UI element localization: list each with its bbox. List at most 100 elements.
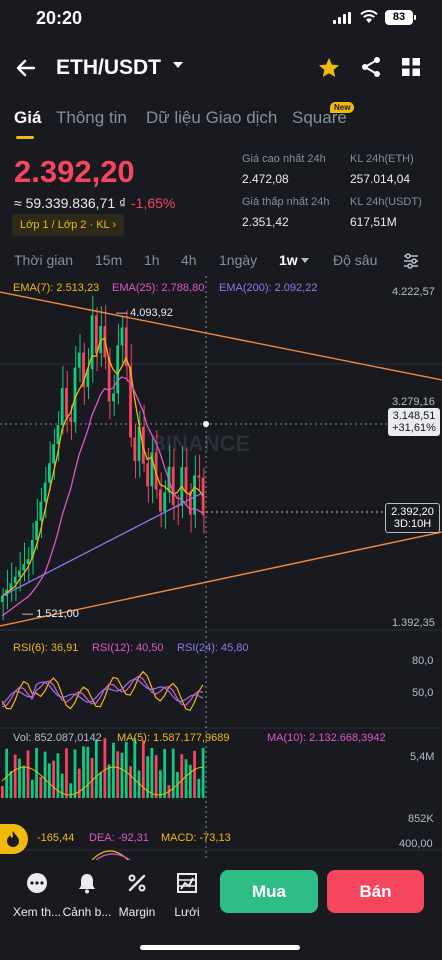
share-icon[interactable]: [360, 56, 382, 78]
volume-bar: [43, 751, 47, 798]
candle-countdown: 3D:10H: [393, 518, 432, 530]
buy-button[interactable]: Mua: [220, 870, 318, 913]
volume-bar: [47, 763, 51, 798]
candle-body: [86, 369, 90, 388]
grid-bot-button[interactable]: Lưới: [159, 872, 215, 919]
alert-button[interactable]: Cảnh b...: [59, 872, 115, 919]
candle-body: [65, 387, 68, 418]
interval-dropdown-icon[interactable]: [301, 258, 309, 263]
crosshair-price: 3.148,51: [392, 410, 436, 422]
chevron-right-icon: ›: [112, 219, 116, 231]
vol-usdt-label: KL 24h(USDT): [350, 196, 422, 208]
ema200-line: [1, 492, 204, 597]
candlestick-chart[interactable]: BINANCE: [0, 276, 442, 860]
candle-body: [60, 387, 64, 426]
volume-bar: [150, 748, 154, 798]
sell-button[interactable]: Bán: [327, 870, 424, 913]
macd-value-legend: MACD: -73,13: [161, 832, 231, 844]
interval-depth[interactable]: Độ sâu: [333, 252, 378, 268]
volume-bar: [129, 766, 132, 798]
last-price-tag-value: 2.392,20: [391, 506, 434, 518]
cellular-signal-icon: [333, 12, 353, 24]
margin-label: Margin: [118, 905, 156, 919]
candle-body: [18, 570, 21, 577]
volume-bar: [163, 748, 167, 798]
interval-time[interactable]: Thời gian: [14, 252, 73, 268]
volume-bar: [103, 738, 107, 798]
alert-label: Cảnh b...: [62, 905, 112, 919]
layer-chip[interactable]: Lớp 1 / Lớp 2 · KL ›: [12, 214, 124, 236]
candle-body: [184, 467, 188, 492]
candle-body: [197, 475, 201, 478]
volume-bar: [197, 778, 201, 798]
candle-body: [133, 437, 137, 461]
candle-body: [188, 491, 192, 515]
flame-icon: [7, 831, 19, 847]
quick-action-tab[interactable]: [0, 824, 28, 854]
grid-bot-icon: [177, 873, 197, 893]
tab-info[interactable]: Thông tin: [56, 108, 127, 127]
candle-body: [69, 417, 73, 423]
main-tabs: Giá Thông tin Dữ liệu Giao dịch Square N…: [0, 102, 442, 140]
volume-bar: [120, 752, 124, 798]
last-price-tag: 2.392,20 3D:10H: [385, 503, 440, 533]
ma5-legend: MA(5): 1.587.177,9689: [117, 732, 230, 744]
volume-ma5-line: [1, 766, 203, 796]
interval-4h[interactable]: 4h: [181, 252, 197, 268]
last-price: 2.392,20: [14, 154, 135, 189]
candle-body: [171, 466, 175, 506]
volume-bar: [1, 786, 4, 798]
margin-button[interactable]: Margin: [109, 872, 165, 919]
candle-body: [120, 327, 124, 346]
interval-15m[interactable]: 15m: [95, 252, 123, 268]
macd-lines: [91, 850, 131, 860]
volume-bar: [52, 760, 56, 798]
favorite-star-icon[interactable]: [317, 56, 341, 80]
volume-bar: [124, 741, 128, 798]
volume-bar: [188, 764, 192, 798]
ema-lines: [1, 336, 204, 617]
candle-body: [43, 482, 47, 502]
interval-1w[interactable]: 1w: [279, 252, 298, 268]
volume-bar: [90, 757, 94, 798]
more-label: Xem th...: [12, 905, 62, 919]
home-indicator: [140, 945, 300, 950]
candle-body: [47, 463, 51, 483]
interval-1h[interactable]: 1h: [144, 252, 160, 268]
more-button[interactable]: Xem th...: [9, 872, 65, 919]
volume-bar: [22, 765, 26, 798]
volume-bar: [5, 748, 9, 798]
pair-dropdown-icon[interactable]: [173, 62, 183, 68]
tab-price[interactable]: Giá: [14, 108, 42, 127]
more-dots-icon: [27, 873, 47, 893]
volume-bar: [35, 748, 38, 798]
new-badge: New: [330, 102, 355, 113]
ema7-legend: EMA(7): 2.513,23: [13, 282, 100, 294]
grid-bot-label: Lưới: [174, 905, 200, 919]
candle-body: [52, 444, 56, 464]
candle-body: [82, 352, 85, 388]
rsi-lines: [1, 670, 204, 712]
volume-bar: [82, 746, 85, 798]
candle-body: [201, 477, 205, 516]
high-24h-value: 2.472,08: [242, 172, 289, 186]
bell-icon: [79, 874, 95, 894]
low-24h-label: Giá thấp nhất 24h: [242, 196, 330, 208]
back-arrow-icon[interactable]: [14, 56, 38, 80]
volume-bar: [154, 755, 158, 798]
upper-trendline: [0, 291, 442, 381]
tab-trading-data[interactable]: Dữ liệu Giao dịch: [146, 108, 278, 127]
candle-body: [13, 576, 17, 584]
high-marker-value: 4.093,92: [130, 307, 173, 319]
pair-title[interactable]: ETH/USDT: [56, 56, 161, 79]
candle-body: [77, 352, 81, 368]
high-24h-label: Giá cao nhất 24h: [242, 153, 326, 165]
volume-bar: [65, 748, 68, 798]
layout-grid-icon[interactable]: [402, 58, 420, 76]
candle-body: [73, 367, 77, 423]
ema200-legend: EMA(200): 2.092,22: [219, 282, 318, 294]
interval-1d[interactable]: 1ngày: [219, 252, 258, 268]
macd-dif-legend: -165,44: [37, 832, 75, 844]
chart-settings-icon[interactable]: [402, 252, 420, 270]
vol-axis-bottom: 852K: [408, 813, 434, 825]
